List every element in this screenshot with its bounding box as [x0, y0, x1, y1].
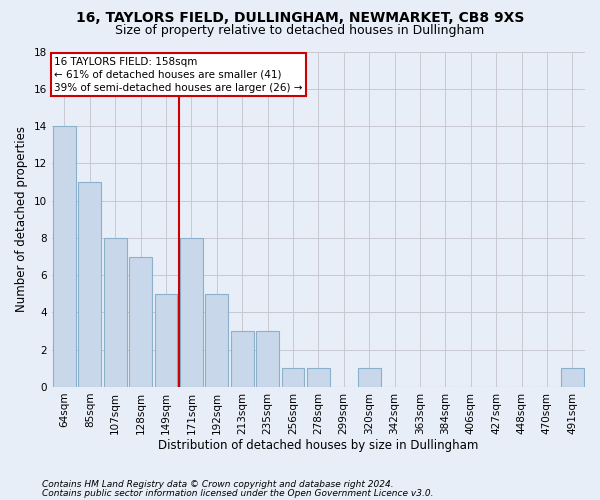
Bar: [281, 368, 304, 387]
Bar: [561, 368, 584, 387]
Text: Contains HM Land Registry data © Crown copyright and database right 2024.: Contains HM Land Registry data © Crown c…: [42, 480, 394, 489]
Bar: [256, 331, 279, 387]
Text: Size of property relative to detached houses in Dullingham: Size of property relative to detached ho…: [115, 24, 485, 37]
Bar: [129, 256, 152, 387]
Bar: [155, 294, 178, 387]
Bar: [53, 126, 76, 387]
Bar: [79, 182, 101, 387]
Bar: [231, 331, 254, 387]
Bar: [205, 294, 228, 387]
Bar: [180, 238, 203, 387]
X-axis label: Distribution of detached houses by size in Dullingham: Distribution of detached houses by size …: [158, 440, 479, 452]
Text: Contains public sector information licensed under the Open Government Licence v3: Contains public sector information licen…: [42, 488, 433, 498]
Bar: [104, 238, 127, 387]
Bar: [358, 368, 380, 387]
Bar: [307, 368, 330, 387]
Y-axis label: Number of detached properties: Number of detached properties: [15, 126, 28, 312]
Text: 16, TAYLORS FIELD, DULLINGHAM, NEWMARKET, CB8 9XS: 16, TAYLORS FIELD, DULLINGHAM, NEWMARKET…: [76, 11, 524, 25]
Text: 16 TAYLORS FIELD: 158sqm
← 61% of detached houses are smaller (41)
39% of semi-d: 16 TAYLORS FIELD: 158sqm ← 61% of detach…: [55, 56, 303, 93]
